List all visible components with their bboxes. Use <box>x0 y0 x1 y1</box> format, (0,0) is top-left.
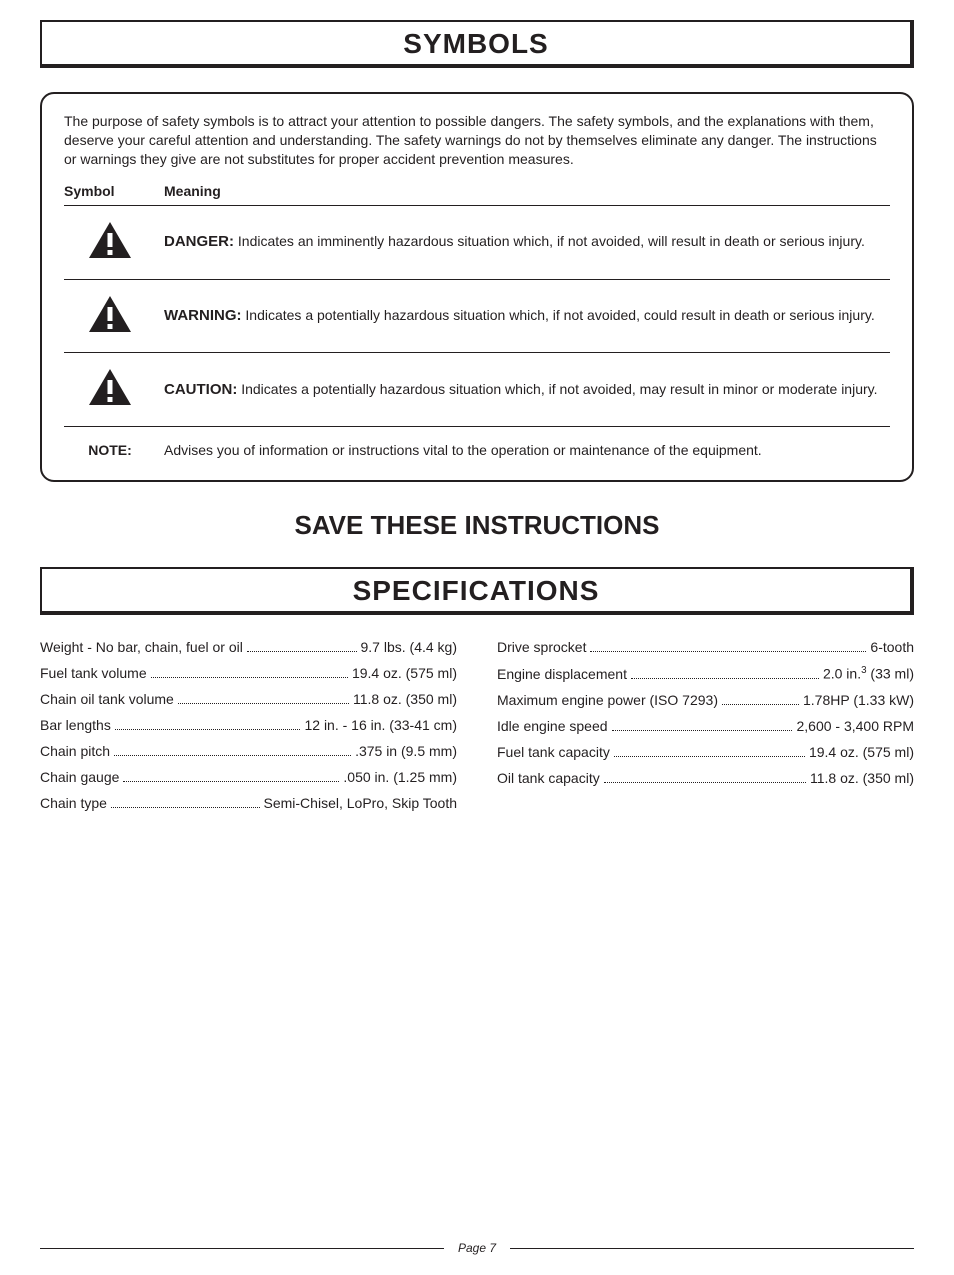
caution-icon-cell <box>64 353 164 427</box>
note-meaning: Advises you of information or instructio… <box>164 427 890 466</box>
spec-label: Maximum engine power (ISO 7293) <box>497 692 718 708</box>
danger-text: Indicates an imminently hazardous situat… <box>234 233 865 249</box>
spec-label: Chain pitch <box>40 743 110 759</box>
caution-label: CAUTION: <box>164 381 237 398</box>
spec-value: 11.8 oz. (350 ml) <box>353 691 457 707</box>
danger-label: DANGER: <box>164 233 234 250</box>
alert-triangle-icon <box>87 220 133 260</box>
spec-label: Bar lengths <box>40 717 111 733</box>
col-header-meaning: Meaning <box>164 183 890 206</box>
spec-row: Bar lengths 12 in. - 16 in. (33-41 cm) <box>40 717 457 733</box>
spec-label: Fuel tank capacity <box>497 744 610 760</box>
symbols-box: The purpose of safety symbols is to attr… <box>40 92 914 482</box>
symbols-title: SYMBOLS <box>42 28 910 60</box>
footer-line-right <box>510 1248 914 1249</box>
warning-icon-cell <box>64 279 164 353</box>
table-row: WARNING: Indicates a potentially hazardo… <box>64 279 890 353</box>
symbols-header: SYMBOLS <box>40 20 914 68</box>
leader-dots <box>115 729 301 730</box>
warning-label: WARNING: <box>164 307 242 324</box>
spec-row: Maximum engine power (ISO 7293) 1.78HP (… <box>497 692 914 708</box>
leader-dots <box>614 756 805 757</box>
page-number: Page 7 <box>458 1241 496 1255</box>
spec-value: 19.4 oz. (575 ml) <box>352 665 457 681</box>
table-row: DANGER: Indicates an imminently hazardou… <box>64 205 890 279</box>
spec-value: .050 in. (1.25 mm) <box>343 769 457 785</box>
spec-label: Fuel tank volume <box>40 665 147 681</box>
spec-value: 2.0 in.3 (33 ml) <box>823 665 914 682</box>
spec-label: Chain gauge <box>40 769 119 785</box>
spec-row: Chain oil tank volume 11.8 oz. (350 ml) <box>40 691 457 707</box>
table-row: CAUTION: Indicates a potentially hazardo… <box>64 353 890 427</box>
leader-dots <box>114 755 351 756</box>
spec-row: Fuel tank capacity 19.4 oz. (575 ml) <box>497 744 914 760</box>
spec-value: 6-tooth <box>870 639 914 655</box>
spec-value: 2,600 - 3,400 RPM <box>796 718 914 734</box>
spec-row: Drive sprocket 6-tooth <box>497 639 914 655</box>
spec-value: 11.8 oz. (350 ml) <box>810 770 914 786</box>
leader-dots <box>123 781 339 782</box>
spec-label: Engine displacement <box>497 666 627 682</box>
spec-row: Engine displacement 2.0 in.3 (33 ml) <box>497 665 914 682</box>
leader-dots <box>178 703 349 704</box>
symbols-intro: The purpose of safety symbols is to attr… <box>64 112 890 169</box>
spec-value: Semi-Chisel, LoPro, Skip Tooth <box>264 795 458 811</box>
leader-dots <box>604 782 806 783</box>
specs-columns: Weight - No bar, chain, fuel or oil 9.7 … <box>40 639 914 821</box>
spec-value: 12 in. - 16 in. (33-41 cm) <box>304 717 457 733</box>
spec-row: Weight - No bar, chain, fuel or oil 9.7 … <box>40 639 457 655</box>
spec-value: 9.7 lbs. (4.4 kg) <box>361 639 458 655</box>
note-label: NOTE: <box>64 427 164 466</box>
spec-row: Chain type Semi-Chisel, LoPro, Skip Toot… <box>40 795 457 811</box>
specs-title: SPECIFICATIONS <box>42 575 910 607</box>
save-instructions-heading: SAVE THESE INSTRUCTIONS <box>40 510 914 541</box>
specs-header: SPECIFICATIONS <box>40 567 914 615</box>
leader-dots <box>612 730 793 731</box>
spec-label: Chain type <box>40 795 107 811</box>
leader-dots <box>111 807 260 808</box>
leader-dots <box>722 704 799 705</box>
spec-label: Oil tank capacity <box>497 770 600 786</box>
leader-dots <box>590 651 866 652</box>
table-row: NOTE: Advises you of information or inst… <box>64 427 890 466</box>
spec-row: Fuel tank volume 19.4 oz. (575 ml) <box>40 665 457 681</box>
spec-row: Idle engine speed 2,600 - 3,400 RPM <box>497 718 914 734</box>
spec-row: Oil tank capacity 11.8 oz. (350 ml) <box>497 770 914 786</box>
alert-triangle-icon <box>87 294 133 334</box>
spec-value: 1.78HP (1.33 kW) <box>803 692 914 708</box>
spec-value: 19.4 oz. (575 ml) <box>809 744 914 760</box>
leader-dots <box>247 651 357 652</box>
specs-right-col: Drive sprocket 6-tooth Engine displaceme… <box>497 639 914 821</box>
spec-value: .375 in (9.5 mm) <box>355 743 457 759</box>
warning-text: Indicates a potentially hazardous situat… <box>242 307 875 323</box>
leader-dots <box>631 678 819 679</box>
col-header-symbol: Symbol <box>64 183 164 206</box>
leader-dots <box>151 677 348 678</box>
symbols-table: Symbol Meaning DANGER: Indicates an immi… <box>64 183 890 467</box>
spec-label: Weight - No bar, chain, fuel or oil <box>40 639 243 655</box>
spec-label: Chain oil tank volume <box>40 691 174 707</box>
footer-line-left <box>40 1248 444 1249</box>
caution-text: Indicates a potentially hazardous situat… <box>237 381 877 397</box>
spec-row: Chain pitch .375 in (9.5 mm) <box>40 743 457 759</box>
specs-left-col: Weight - No bar, chain, fuel or oil 9.7 … <box>40 639 457 821</box>
page-footer: Page 7 <box>40 1241 914 1255</box>
caution-meaning: CAUTION: Indicates a potentially hazardo… <box>164 353 890 427</box>
spec-label: Drive sprocket <box>497 639 586 655</box>
spec-label: Idle engine speed <box>497 718 608 734</box>
warning-meaning: WARNING: Indicates a potentially hazardo… <box>164 279 890 353</box>
danger-icon-cell <box>64 205 164 279</box>
note-text: Advises you of information or instructio… <box>164 442 762 458</box>
danger-meaning: DANGER: Indicates an imminently hazardou… <box>164 205 890 279</box>
alert-triangle-icon <box>87 367 133 407</box>
spec-row: Chain gauge .050 in. (1.25 mm) <box>40 769 457 785</box>
